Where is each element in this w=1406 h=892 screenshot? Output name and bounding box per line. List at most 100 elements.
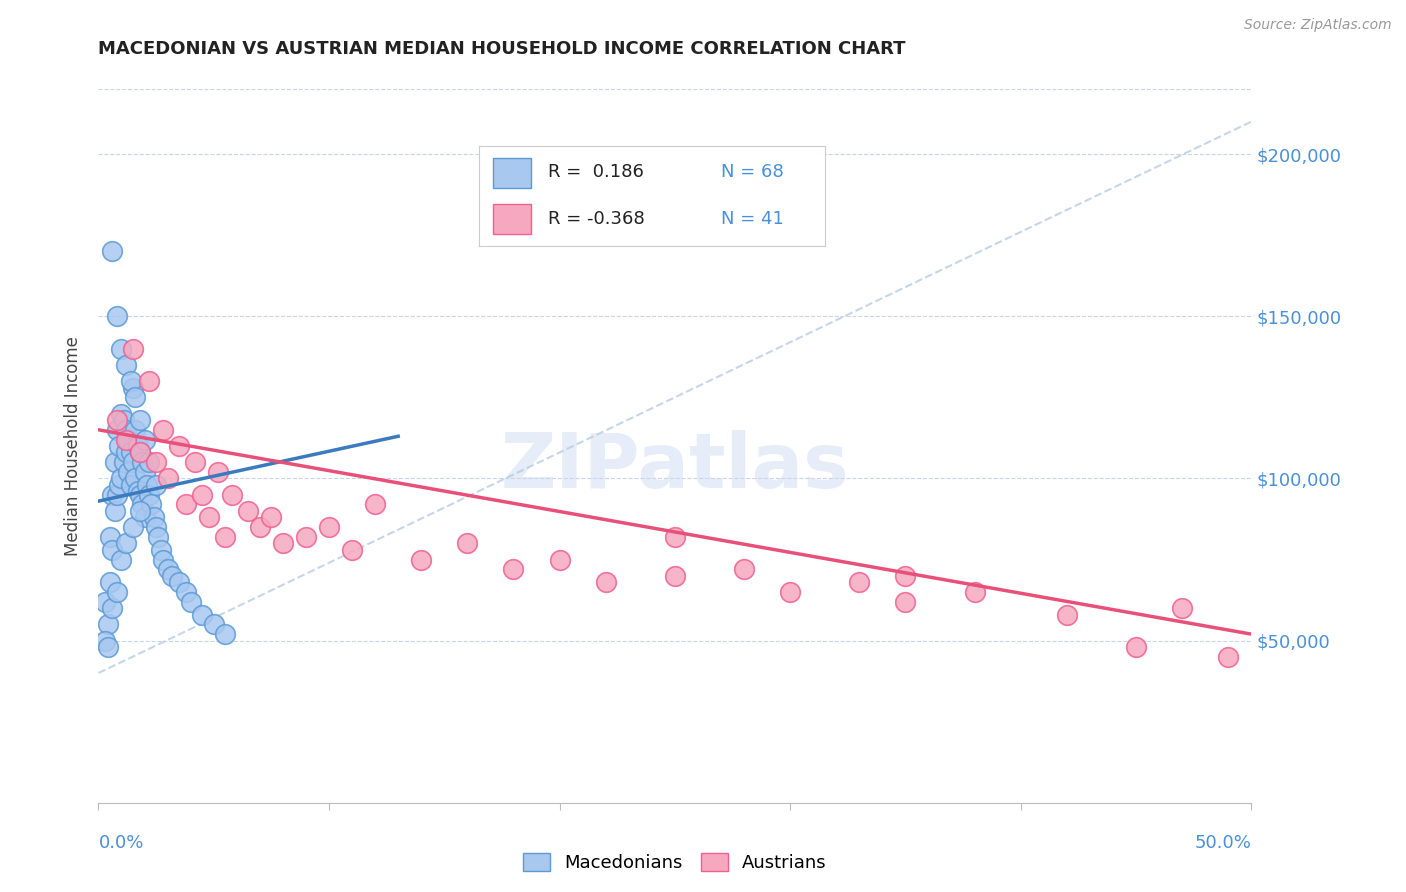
- Point: [595, 575, 617, 590]
- Point: [664, 568, 686, 582]
- Point: [122, 342, 145, 356]
- Point: [122, 455, 145, 469]
- Point: [131, 497, 153, 511]
- Text: 50.0%: 50.0%: [1195, 834, 1251, 852]
- Point: [1056, 607, 1078, 622]
- Point: [214, 530, 236, 544]
- Point: [548, 552, 571, 566]
- Point: [733, 562, 755, 576]
- Point: [174, 497, 197, 511]
- Point: [145, 478, 167, 492]
- Point: [134, 465, 156, 479]
- Point: [156, 471, 179, 485]
- Point: [295, 530, 318, 544]
- Point: [141, 497, 163, 511]
- Point: [364, 497, 387, 511]
- Point: [129, 504, 152, 518]
- Point: [149, 542, 172, 557]
- Point: [411, 552, 433, 566]
- Point: [664, 530, 686, 544]
- Point: [120, 374, 142, 388]
- Point: [115, 423, 138, 437]
- Point: [249, 520, 271, 534]
- Point: [340, 542, 363, 557]
- Point: [894, 568, 917, 582]
- Point: [97, 640, 120, 654]
- Text: Source: ZipAtlas.com: Source: ZipAtlas.com: [1244, 18, 1392, 32]
- Point: [138, 455, 160, 469]
- Point: [124, 471, 146, 485]
- Point: [134, 433, 156, 447]
- Point: [131, 455, 153, 469]
- Point: [963, 585, 986, 599]
- Point: [129, 445, 152, 459]
- Point: [318, 520, 340, 534]
- Point: [127, 484, 149, 499]
- Point: [152, 423, 174, 437]
- Point: [167, 575, 190, 590]
- Point: [134, 510, 156, 524]
- Point: [98, 530, 121, 544]
- Point: [120, 445, 142, 459]
- Point: [94, 595, 117, 609]
- Point: [180, 595, 202, 609]
- Point: [105, 310, 128, 324]
- Point: [894, 595, 917, 609]
- Point: [129, 413, 152, 427]
- Point: [101, 244, 124, 259]
- Point: [1171, 601, 1194, 615]
- Text: ZIPatlas: ZIPatlas: [501, 431, 849, 504]
- Point: [848, 575, 870, 590]
- Text: R =  0.186: R = 0.186: [548, 163, 644, 181]
- Point: [202, 617, 225, 632]
- Point: [101, 601, 124, 615]
- Point: [191, 607, 214, 622]
- Point: [110, 342, 132, 356]
- Point: [98, 575, 121, 590]
- Point: [127, 439, 149, 453]
- Y-axis label: Median Household Income: Median Household Income: [65, 336, 83, 556]
- Point: [271, 536, 294, 550]
- Point: [260, 510, 283, 524]
- Text: N = 68: N = 68: [721, 163, 783, 181]
- Point: [1218, 649, 1240, 664]
- Point: [120, 478, 142, 492]
- Legend: Macedonians, Austrians: Macedonians, Austrians: [516, 846, 834, 880]
- Point: [167, 439, 190, 453]
- Point: [456, 536, 478, 550]
- Point: [142, 510, 165, 524]
- Point: [110, 407, 132, 421]
- Point: [160, 568, 183, 582]
- Point: [115, 433, 138, 447]
- Point: [138, 488, 160, 502]
- Point: [105, 413, 128, 427]
- Point: [198, 510, 221, 524]
- Point: [145, 520, 167, 534]
- Point: [152, 552, 174, 566]
- Point: [115, 536, 138, 550]
- Point: [779, 585, 801, 599]
- Text: MACEDONIAN VS AUSTRIAN MEDIAN HOUSEHOLD INCOME CORRELATION CHART: MACEDONIAN VS AUSTRIAN MEDIAN HOUSEHOLD …: [98, 40, 905, 58]
- Point: [184, 455, 207, 469]
- Point: [108, 478, 131, 492]
- Point: [105, 488, 128, 502]
- Point: [110, 552, 132, 566]
- Point: [221, 488, 243, 502]
- Point: [112, 413, 135, 427]
- Point: [122, 520, 145, 534]
- Point: [148, 530, 170, 544]
- Point: [124, 423, 146, 437]
- Point: [105, 423, 128, 437]
- Point: [138, 374, 160, 388]
- Point: [117, 433, 139, 447]
- Point: [110, 471, 132, 485]
- Point: [502, 562, 524, 576]
- Point: [105, 585, 128, 599]
- Point: [122, 381, 145, 395]
- Point: [135, 478, 157, 492]
- Point: [115, 445, 138, 459]
- Point: [156, 562, 179, 576]
- Text: N = 41: N = 41: [721, 211, 785, 228]
- Point: [207, 465, 229, 479]
- Text: 0.0%: 0.0%: [98, 834, 143, 852]
